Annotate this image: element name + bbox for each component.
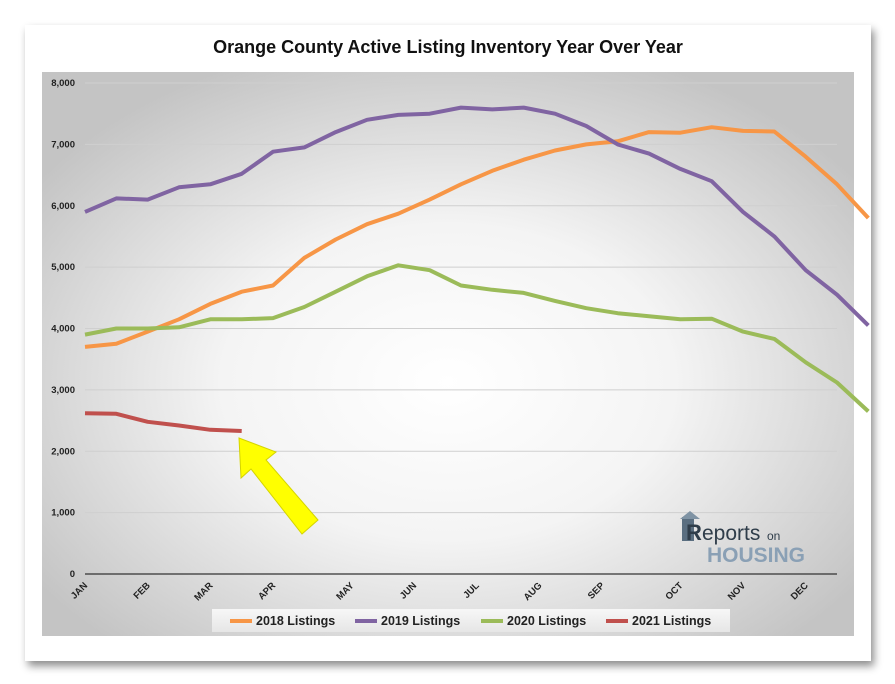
legend-label: 2018 Listings [256,614,335,628]
y-tick-label: 2,000 [51,446,75,457]
y-tick-label: 7,000 [51,139,75,150]
plot-area [42,72,854,636]
legend-label: 2021 Listings [632,614,711,628]
yellow-arrow [238,437,319,535]
series-line-2020 [84,263,870,413]
y-tick-label: 8,000 [51,78,75,89]
y-tick-label: 1,000 [51,508,75,519]
y-tick-label: 4,000 [51,324,75,335]
series-line-2018 [84,125,870,349]
gridlines [85,82,837,575]
legend-label: 2019 Listings [381,614,460,628]
logo-house-icon [682,517,694,541]
y-tick-label: 5,000 [51,262,75,273]
logo-on: on [767,529,780,543]
logo-reports: eports [702,522,760,545]
legend-box [212,609,730,632]
series-line-2021 [84,411,242,433]
y-axis: 0 1,000 2,000 3,000 4,000 5,000 6,000 7,000 8,00… [51,78,75,580]
series-lines [84,105,870,433]
y-tick-label: 6,000 [51,201,75,212]
annotation [238,437,319,535]
reports-on-housing-logo: R eports on HOUSING [680,511,805,567]
logo-r: R [686,520,702,545]
legend: 2018 Listings 2019 Listings 2020 Listings 2… [212,609,730,632]
logo-housing: HOUSING [707,544,805,567]
y-tick-label: 3,000 [51,385,75,396]
logo-roof-icon [680,511,700,519]
legend-label: 2020 Listings [507,614,586,628]
y-tick-label: 0 [70,569,75,580]
chart-title: Orange County Active Listing Inventory Y… [213,37,683,57]
series-line-2019 [84,105,870,327]
